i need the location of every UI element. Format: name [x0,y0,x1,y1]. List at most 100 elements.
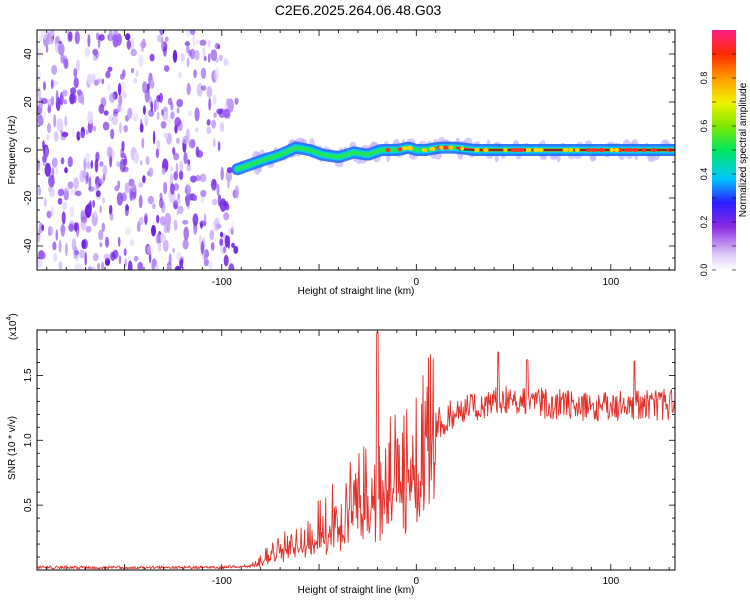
noise-speck [137,261,144,270]
noise-speck [207,39,211,48]
snr-scale-annotation: (x104) [6,313,19,340]
spectrogram-y-label: Frequency (Hz) [7,116,18,185]
noise-speck [118,255,122,265]
noise-speck [142,105,146,115]
noise-speck [177,193,180,200]
y-tick-label: 20 [23,96,34,108]
noise-speck [141,137,145,149]
noise-speck [60,223,66,237]
noise-speck [160,121,167,129]
band-hotspot [586,148,591,152]
noise-speck [75,190,82,197]
noise-speck [175,137,180,144]
snr-frame [36,329,676,571]
noise-speck [130,37,135,52]
noise-speck [160,36,164,51]
noise-speck [148,167,154,177]
noise-speck [138,181,144,188]
noise-speck [62,201,68,211]
noise-speck [52,241,57,251]
noise-speck [145,156,150,165]
noise-speck [69,206,75,218]
noise-speck [87,73,93,85]
noise-speck [144,114,149,125]
noise-speck [156,214,160,224]
x-tick-label: 0 [414,277,420,288]
noise-speck [170,166,173,172]
noise-speck [163,106,168,112]
noise-speck [186,57,190,68]
noise-speck [119,122,122,134]
noise-speck [234,185,240,199]
spectrogram-x-label: Height of straight line (km) [298,286,415,297]
band-hotspot [613,148,620,152]
noise-speck [53,253,58,263]
noise-speck [182,239,189,250]
noise-speck [104,257,111,266]
noise-speck [135,70,139,78]
noise-speck [120,152,126,159]
noise-speck [51,205,54,218]
noise-speck [176,107,180,114]
noise-speck [208,97,212,111]
noise-speck [68,31,73,42]
noise-speck [200,221,203,229]
spectrogram-signal-band [231,136,675,176]
noise-speck [231,242,235,248]
noise-speck [150,79,155,89]
noise-speck [223,59,230,67]
noise-speck [40,98,48,105]
noise-speck [166,261,172,270]
noise-speck [95,51,99,59]
noise-speck [159,233,167,243]
noise-speck [214,217,220,232]
noise-speck [116,192,123,206]
noise-speck [174,198,181,205]
noise-speck [43,81,46,91]
noise-speck [93,125,96,132]
noise-speck [142,175,146,184]
colorbar-tick-label: 0.0 [699,264,709,277]
noise-speck [37,258,43,268]
noise-speck [216,183,220,196]
noise-speck [187,110,193,116]
noise-speck [73,77,79,89]
noise-speck [192,34,196,47]
noise-speck [223,212,230,221]
noise-speck [198,234,202,245]
noise-speck [217,44,221,50]
noise-speck [200,240,205,255]
y-tick-label: -20 [23,190,34,205]
band-hotspot [533,148,540,152]
noise-speck [163,181,168,195]
noise-speck [55,90,59,104]
noise-speck [71,127,75,139]
noise-speck [163,46,167,57]
band-hotspot [408,146,414,151]
noise-speck [41,224,45,231]
noise-speck [227,176,230,189]
band-hotspot [598,148,606,152]
noise-speck [170,183,175,195]
noise-speck [213,112,217,118]
noise-speck [170,111,175,120]
noise-speck [102,164,108,176]
band-hotspot [525,148,530,152]
noise-speck [210,49,218,61]
noise-speck [124,227,132,236]
noise-speck [193,69,197,79]
noise-speck [41,30,48,40]
noise-speck [161,168,166,175]
noise-speck [178,71,183,79]
noise-speck [220,231,224,238]
noise-speck [228,227,232,235]
colorbar-tick-label: 0.4 [699,168,709,181]
noise-speck [55,166,58,176]
noise-speck [84,152,91,164]
noise-speck [206,126,212,135]
noise-speck [94,184,99,191]
noise-speck [152,130,156,145]
band-hotspot [401,146,409,151]
noise-speck [231,220,234,232]
noise-speck [56,118,64,132]
